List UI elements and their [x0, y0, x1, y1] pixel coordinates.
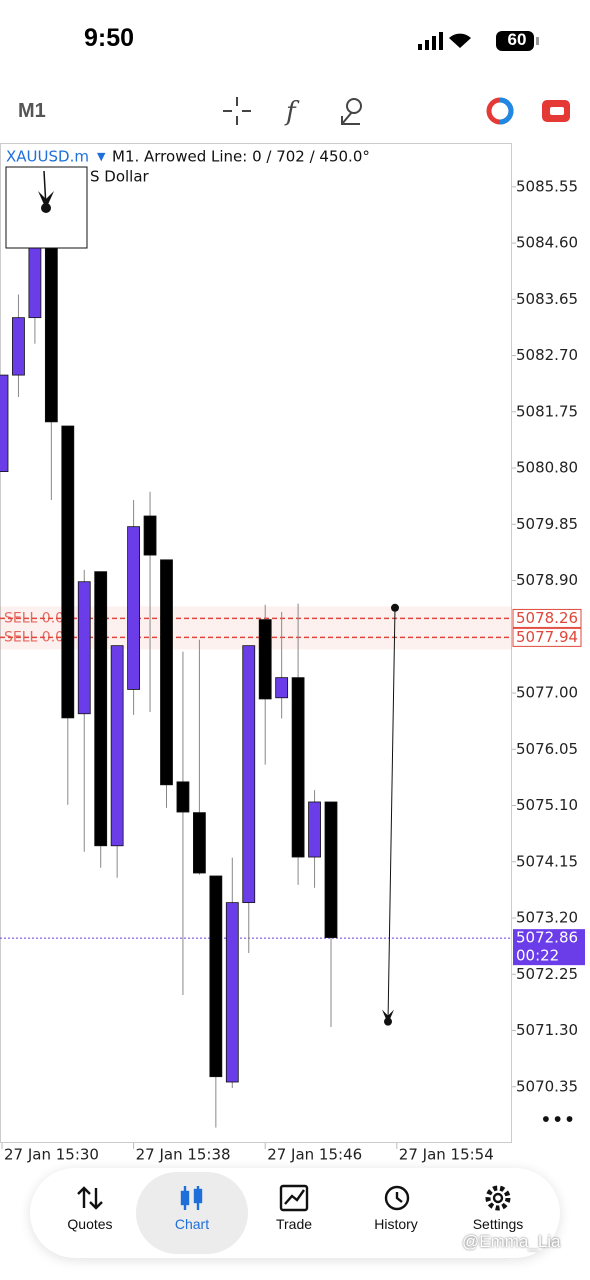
candle-body [143, 515, 157, 556]
candle-body [291, 677, 305, 858]
current-price-box [513, 929, 585, 966]
arrow-head [382, 1009, 394, 1024]
nav-label: Settings [472, 1216, 524, 1232]
chart-subtitle: S Dollar [90, 168, 150, 186]
symbol[interactable]: XAUUSD.m [6, 148, 89, 166]
candle-body [192, 812, 206, 874]
candle-body [94, 571, 108, 847]
y-tick-label: 5071.30 [516, 1021, 578, 1039]
candle-body [127, 526, 140, 690]
y-tick-label: 5085.55 [516, 177, 578, 195]
y-tick-label: 5084.60 [516, 234, 578, 252]
order-label: SELL 0.01 [4, 610, 73, 626]
nav-quotes[interactable]: Quotes [40, 1176, 140, 1250]
y-tick-label: 5075.10 [516, 796, 578, 814]
timeframe-button[interactable]: M1 [18, 100, 46, 122]
order-price: 5078.26 [516, 609, 578, 627]
y-tick-label: 5079.85 [516, 515, 578, 533]
nav-label: Chart [174, 1216, 210, 1232]
nav-settings[interactable]: Settings [448, 1176, 548, 1250]
nav-chart[interactable]: Chart [142, 1176, 242, 1250]
clock: 9:50 [84, 24, 135, 52]
more-menu[interactable]: ••• [540, 1108, 575, 1132]
chart: XAUUSD.m ▼ M1. Arrowed Line: 0 / 702 / 4… [0, 143, 585, 1164]
nav-label: Quotes [67, 1216, 113, 1232]
order-price-box [512, 627, 582, 647]
order-price-box [512, 608, 582, 628]
candle-body [225, 902, 239, 1083]
x-tick-label: 27 Jan 15:30 [4, 1146, 99, 1164]
current-price: 5072.86 [516, 929, 578, 947]
chart-info: M1. Arrowed Line: 0 / 702 / 450.0° [112, 148, 370, 166]
candle-body [160, 559, 173, 786]
candle-body [242, 645, 256, 904]
order-zone [0, 606, 512, 650]
countdown: 00:22 [516, 947, 559, 965]
y-tick-label: 5077.00 [516, 684, 578, 702]
candle-body [176, 781, 190, 813]
arrowed-line [387, 607, 396, 1022]
y-tick-label: 5073.20 [516, 909, 578, 927]
x-tick-label: 27 Jan 15:54 [399, 1146, 494, 1164]
bottom-nav: Quotes Chart Trade History Settings [30, 1168, 560, 1258]
nav-label: Trade [275, 1216, 313, 1232]
candle-body [275, 677, 289, 699]
y-tick-label: 5080.80 [516, 459, 578, 477]
candle-body [12, 317, 25, 376]
order-price: 5077.94 [516, 628, 578, 646]
candle-body [28, 247, 42, 319]
active-tab-bg [136, 1172, 248, 1254]
order-label: SELL 0.01 [4, 629, 73, 645]
nav-label: History [374, 1216, 418, 1232]
arrow-start [391, 603, 399, 612]
toolbar-icons: f [223, 97, 570, 127]
candle-body [308, 801, 321, 858]
x-tick-label: 27 Jan 15:38 [136, 1146, 231, 1164]
candle-body [44, 229, 58, 423]
y-tick-label: 5081.75 [516, 402, 578, 420]
watermark: @Emma_Lia [462, 1232, 561, 1251]
candle-body [61, 425, 75, 719]
y-tick-label: 5070.35 [516, 1077, 578, 1095]
candle-body [209, 875, 223, 1078]
y-tick-label: 5078.90 [516, 571, 578, 589]
arrow-end [384, 1017, 392, 1026]
y-tick-label: 5083.65 [516, 290, 578, 308]
y-tick-label: 5082.70 [516, 346, 578, 364]
y-tick-label: 5074.15 [516, 852, 578, 870]
candle-body [0, 374, 9, 472]
nav-history[interactable]: History [346, 1176, 446, 1250]
y-tick-label: 5076.05 [516, 740, 578, 758]
candle-body [77, 581, 91, 715]
candle-body [110, 645, 124, 847]
x-tick-label: 27 Jan 15:46 [267, 1146, 362, 1164]
status-icons [418, 31, 539, 51]
nav-trade[interactable]: Trade [244, 1176, 344, 1250]
svg-text:f: f [284, 97, 300, 127]
battery-level: 60 [507, 30, 527, 49]
candle-body [324, 801, 338, 938]
symbol-dropdown[interactable]: ▼ [97, 150, 106, 163]
y-tick-label: 5072.25 [516, 965, 578, 983]
candle-body [258, 619, 272, 700]
